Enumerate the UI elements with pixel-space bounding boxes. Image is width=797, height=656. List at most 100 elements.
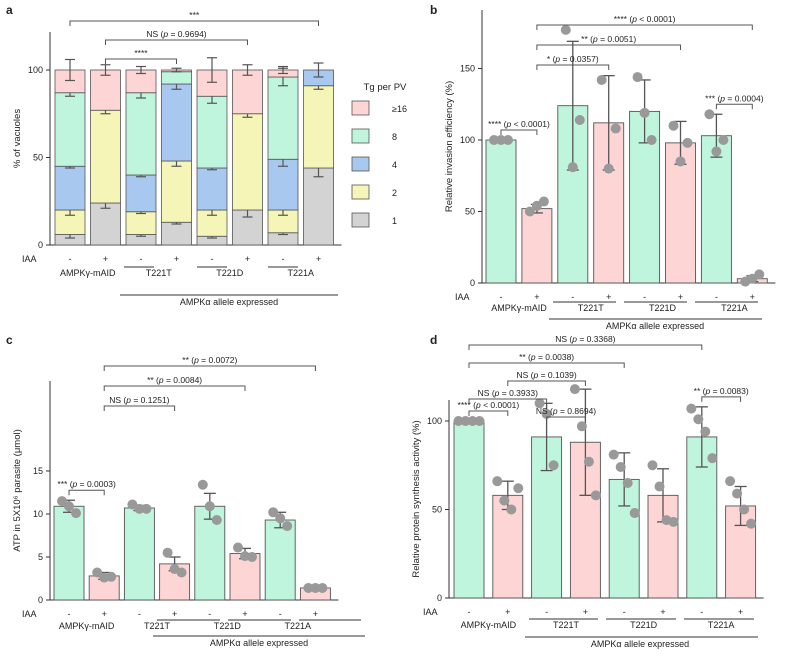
- significance-label: ** (p = 0.0072): [182, 355, 237, 365]
- significance-label: NS (p = 0.3368): [555, 334, 615, 344]
- significance-bracket: [536, 64, 610, 70]
- significance-label: * (p = 0.0357): [547, 54, 599, 64]
- data-point: [453, 416, 464, 426]
- condition-tick-label: +: [583, 607, 588, 617]
- data-point: [162, 547, 173, 558]
- group-label: T221D: [216, 268, 244, 278]
- group-label: T221D: [630, 620, 658, 630]
- condition-tick-label: -: [68, 609, 71, 619]
- data-point: [474, 416, 485, 426]
- condition-tick-label: +: [102, 609, 107, 619]
- data-point: [668, 120, 679, 131]
- data-point: [647, 460, 658, 471]
- data-point: [718, 135, 729, 145]
- bar: [453, 420, 485, 599]
- condition-tick-label: -: [468, 607, 471, 617]
- data-point: [632, 72, 643, 83]
- condition-tick-label: +: [313, 609, 318, 619]
- group-label: T221T: [578, 303, 605, 313]
- data-point: [467, 416, 478, 426]
- data-point: [106, 571, 117, 582]
- condition-tick-label: -: [643, 292, 646, 302]
- condition-label: IAA: [22, 609, 37, 619]
- panel-label: d: [430, 333, 437, 347]
- data-point: [71, 508, 81, 519]
- bar-segment: [303, 85, 334, 169]
- condition-tick-label: -: [500, 292, 503, 302]
- data-point: [496, 135, 506, 145]
- significance-bracket: [500, 129, 538, 135]
- significance-label: ****: [134, 48, 148, 58]
- legend-swatch: [351, 100, 370, 116]
- group-label: AMPKγ-mAID: [461, 620, 517, 630]
- group-caption: AMPKα allele expressed: [210, 638, 308, 648]
- data-point: [92, 567, 103, 578]
- bar-segment: [196, 167, 228, 211]
- legend-label: 4: [392, 160, 397, 170]
- y-tick-label: 50: [465, 207, 475, 217]
- significance-label: **** (p < 0.0001): [458, 400, 520, 410]
- data-point: [506, 504, 517, 515]
- data-point: [317, 582, 328, 593]
- bar: [485, 139, 517, 284]
- significance-bracket: [69, 20, 319, 26]
- y-axis-title: Relative invasion efficiency (%): [444, 81, 455, 212]
- panel-label: c: [6, 333, 13, 347]
- bar-segment: [54, 92, 86, 167]
- data-point: [460, 416, 471, 426]
- condition-tick-label: -: [69, 254, 72, 264]
- panel-c: c 0 5 10 15 ATP in 5X10⁶ parasite (μmol) IAA - +…: [6, 333, 365, 648]
- legend-label: 8: [392, 132, 397, 142]
- condition-tick-label: +: [245, 254, 250, 264]
- data-point: [646, 135, 657, 145]
- data-point: [682, 137, 693, 148]
- data-point: [134, 503, 145, 514]
- condition-tick-label: +: [750, 292, 755, 302]
- group-caption: AMPKα allele expressed: [591, 639, 689, 649]
- y-tick-label: 0: [437, 593, 442, 603]
- legend: Tg per PV ≥16 8 4 2 1: [351, 82, 407, 228]
- data-point: [268, 507, 279, 518]
- data-point: [583, 456, 594, 467]
- condition-tick-label: -: [140, 254, 143, 264]
- condition-tick-label: -: [715, 292, 718, 302]
- data-point: [693, 414, 704, 425]
- significance-label: NS (p = 0.1039): [516, 370, 576, 380]
- y-tick-label: 50: [33, 153, 43, 163]
- data-point: [503, 135, 513, 145]
- group-label: T221D: [214, 621, 242, 631]
- significance-bracket: [536, 44, 681, 50]
- bar-segment: [90, 109, 121, 204]
- y-tick-label: 150: [460, 64, 475, 74]
- data-point: [489, 135, 499, 145]
- legend-label: ≥16: [392, 104, 407, 114]
- bar: [264, 519, 296, 601]
- condition-tick-label: -: [279, 609, 282, 619]
- significance-label: **** (p < 0.0001): [488, 119, 550, 129]
- data-point: [204, 501, 215, 512]
- data-point: [754, 269, 765, 280]
- condition-tick-label: -: [211, 254, 214, 264]
- data-point: [739, 504, 750, 515]
- data-point: [711, 146, 722, 157]
- significance-bracket: [715, 103, 753, 110]
- data-point: [275, 513, 286, 524]
- data-point: [303, 582, 314, 593]
- data-point: [567, 162, 578, 173]
- condition-tick-label: -: [571, 292, 574, 302]
- bar-segment: [267, 158, 299, 211]
- condition-label: IAA: [423, 607, 438, 617]
- condition-tick-label: -: [138, 609, 141, 619]
- bar-segment: [267, 76, 299, 160]
- bar-segment: [90, 69, 121, 111]
- data-point: [725, 476, 736, 487]
- condition-tick-label: +: [606, 292, 611, 302]
- significance-label: NS (p = 0.8694): [536, 406, 596, 416]
- y-tick-label: 0: [470, 278, 475, 288]
- y-tick-label: 10: [33, 509, 43, 519]
- significance-bracket: [103, 365, 316, 371]
- significance-bracket: [468, 344, 703, 350]
- significance-label: ** (p = 0.0051): [581, 34, 636, 44]
- significance-bracket: [105, 39, 248, 45]
